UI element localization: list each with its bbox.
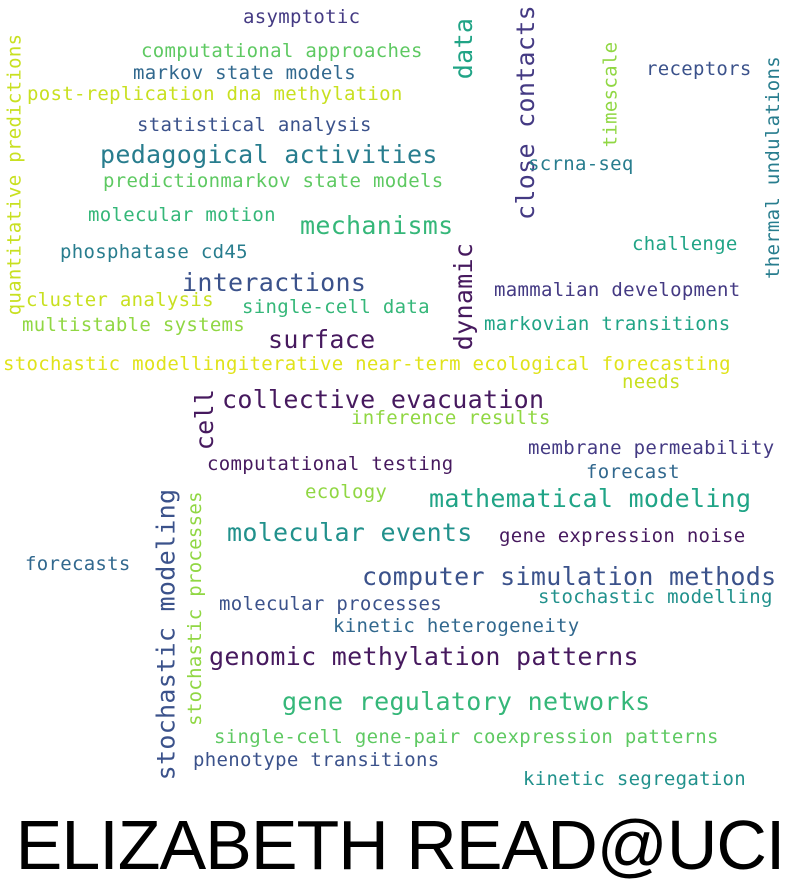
word-computational-approaches: computational approaches	[141, 40, 423, 62]
word-asymptotic: asymptotic	[243, 6, 361, 28]
word-predictionmarkov-state-models: predictionmarkov state models	[103, 170, 444, 192]
word-stochastic-modelling: stochastic modelling	[538, 586, 773, 608]
word-close-contacts: close contacts	[510, 5, 540, 220]
word-forecasts: forecasts	[25, 553, 131, 575]
word-cell: cell	[190, 388, 220, 451]
word-phosphatase-cd45: phosphatase cd45	[60, 241, 248, 263]
word-ecology: ecology	[305, 481, 388, 503]
word-thermal-undulations: thermal undulations	[762, 55, 785, 280]
word-stochastic-modellingiterative-near-term-ecological-forecasting: stochastic modellingiterative near-term …	[3, 353, 731, 375]
word-mathematical-modeling: mathematical modeling	[429, 484, 752, 513]
word-statistical-analysis: statistical analysis	[137, 114, 372, 136]
word-membrane-permeability: membrane permeability	[528, 437, 775, 459]
word-mammalian-development: mammalian development	[494, 279, 741, 301]
word-molecular-motion: molecular motion	[88, 204, 276, 226]
word-computer-simulation-methods: computer simulation methods	[362, 562, 777, 591]
word-quantitative-predictions: quantitative predictions	[3, 33, 26, 316]
word-kinetic-heterogeneity: kinetic heterogeneity	[333, 615, 580, 637]
word-cloud: asymptotic computational approaches mark…	[3, 5, 785, 790]
footer-title: ELIZABETH READ@UCI	[15, 806, 786, 884]
word-multistable-systems: multistable systems	[22, 314, 246, 336]
word-single-cell-data: single-cell data	[242, 296, 430, 318]
word-interactions: interactions	[182, 268, 367, 297]
word-collective-evacuation: collective evacuation	[222, 385, 545, 414]
word-gene-regulatory-networks: gene regulatory networks	[282, 687, 651, 716]
word-stochastic-modeling: stochastic modeling	[151, 488, 181, 781]
word-genomic-methylation-patterns: genomic methylation patterns	[209, 642, 639, 671]
word-pedagogical-activities: pedagogical activities	[100, 140, 438, 169]
word-phenotype-transitions: phenotype transitions	[193, 749, 440, 771]
word-cluster-analysis: cluster analysis	[26, 289, 214, 311]
word-forecast: forecast	[586, 461, 680, 483]
word-surface: surface	[268, 325, 376, 354]
word-challenge: challenge	[632, 233, 738, 255]
word-mechanisms: mechanisms	[300, 211, 454, 240]
word-computational-testing: computational testing	[207, 453, 454, 475]
word-gene-expression-noise: gene expression noise	[499, 525, 746, 547]
word-receptors: receptors	[646, 58, 752, 80]
word-markovian-transitions: markovian transitions	[484, 313, 731, 335]
word-dynamic: dynamic	[449, 242, 479, 351]
word-single-cell-gene-pair-coexpression-patterns: single-cell gene-pair coexpression patte…	[214, 726, 719, 748]
word-post-replication-dna-methylation: post-replication dna methylation	[27, 83, 403, 105]
word-molecular-processes: molecular processes	[219, 593, 443, 615]
word-data: data	[449, 17, 479, 80]
word-kinetic-segregation: kinetic segregation	[523, 768, 747, 790]
word-timescale: timescale	[599, 41, 622, 148]
word-stochastic-processes: stochastic processes	[183, 491, 206, 726]
word-markov-state-models: markov state models	[133, 62, 357, 84]
word-molecular-events: molecular events	[227, 518, 473, 547]
word-inference-results: inference results	[351, 407, 551, 429]
word-needs: needs	[622, 371, 681, 393]
word-scrna-seq: scrna-seq	[528, 153, 634, 175]
